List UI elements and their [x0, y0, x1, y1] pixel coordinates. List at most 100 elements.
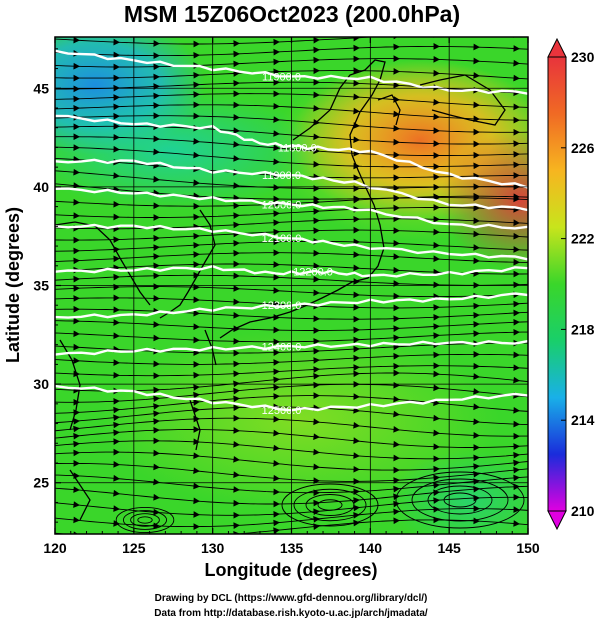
- streamline-arrow: [473, 57, 480, 65]
- streamline-arrow: [193, 179, 200, 187]
- streamline-arrow: [513, 300, 520, 308]
- streamline-arrow: [73, 168, 80, 176]
- x-tick-label: 120: [43, 540, 67, 556]
- streamline-arrow: [153, 321, 160, 328]
- streamline-arrow: [433, 414, 440, 422]
- streamline-arrow: [393, 215, 400, 223]
- streamline-arrow: [513, 420, 520, 428]
- streamline-arrow: [473, 257, 480, 265]
- streamline-arrow: [513, 140, 520, 147]
- streamline: [55, 331, 528, 343]
- streamline-arrow: [273, 38, 280, 46]
- streamline-arrow: [233, 285, 240, 292]
- streamline-arrow: [393, 227, 400, 234]
- streamline-arrow: [473, 230, 480, 238]
- streamline-arrow: [153, 102, 160, 109]
- streamline-swirl: [305, 494, 355, 516]
- colorbar-tick-label: 226: [571, 140, 595, 156]
- streamline-arrow: [313, 327, 320, 334]
- streamline-arrow: [233, 202, 240, 210]
- streamline-arrow: [273, 238, 280, 246]
- streamline-arrow: [113, 505, 120, 512]
- streamline-arrow: [353, 452, 360, 459]
- streamline-arrow: [513, 451, 520, 459]
- streamline-arrow: [473, 192, 480, 200]
- streamline-arrow: [313, 489, 320, 497]
- streamline-arrow: [233, 127, 240, 134]
- streamline-arrow: [513, 219, 520, 227]
- streamline-arrow: [233, 79, 240, 87]
- streamline-arrow: [113, 429, 120, 437]
- streamline-arrow: [113, 533, 114, 534]
- streamline-arrow: [273, 393, 280, 400]
- streamline-arrow: [473, 403, 480, 411]
- streamline-arrow: [513, 59, 520, 67]
- streamline-arrow: [233, 404, 240, 412]
- streamline-arrow: [73, 123, 80, 131]
- streamline-arrow: [193, 467, 200, 474]
- streamline-arrow: [153, 372, 160, 380]
- streamline-arrow: [73, 247, 80, 255]
- streamline-arrow: [73, 449, 80, 457]
- streamline-arrow: [153, 272, 160, 280]
- streamline-arrow: [273, 79, 280, 86]
- streamline-arrow: [113, 438, 120, 445]
- streamline-arrow: [473, 37, 475, 38]
- streamline-arrow: [273, 444, 280, 452]
- streamline-arrow: [73, 212, 80, 219]
- streamline-arrow: [473, 244, 480, 251]
- streamline-arrow: [393, 477, 400, 484]
- contour-label: 12000.0: [262, 200, 302, 212]
- streamline-arrow: [193, 438, 200, 446]
- streamline: [55, 218, 528, 230]
- streamline-arrow: [473, 320, 480, 328]
- streamline-arrow: [513, 459, 520, 467]
- streamline: [55, 320, 528, 331]
- streamline-arrow: [73, 317, 80, 325]
- streamline-arrow: [73, 516, 80, 524]
- streamline: [55, 308, 528, 320]
- x-tick-label: 130: [201, 540, 225, 556]
- streamline-arrow: [273, 210, 280, 217]
- streamline-arrow: [393, 280, 400, 287]
- streamline-swirl: [427, 485, 493, 515]
- streamline-arrow: [313, 56, 320, 64]
- streamline-arrow: [193, 309, 200, 317]
- streamline-arrow: [73, 357, 80, 364]
- streamline-arrow: [273, 273, 280, 281]
- streamline-arrow: [433, 399, 440, 407]
- streamline-arrow: [73, 425, 80, 433]
- streamline-arrow: [433, 140, 440, 147]
- streamline-arrow: [313, 46, 320, 54]
- streamline-swirl: [411, 478, 509, 522]
- temperature-cool-southeast: [390, 450, 528, 534]
- streamline-arrow: [73, 501, 80, 508]
- streamline-arrow: [193, 361, 200, 368]
- streamline-arrow: [353, 264, 360, 272]
- streamline-arrow: [153, 202, 160, 210]
- streamline-arrow: [393, 239, 400, 247]
- streamline-arrow: [273, 488, 280, 496]
- streamline-arrow: [473, 373, 480, 380]
- streamline-arrow: [73, 236, 80, 244]
- streamline-arrow: [353, 370, 360, 378]
- streamline-arrow: [353, 37, 360, 42]
- y-axis: 25 30 35 40 45: [33, 48, 61, 523]
- streamline-arrow: [273, 510, 280, 518]
- streamline-arrow: [513, 45, 520, 52]
- contour-label: 12400.0: [262, 342, 302, 354]
- streamline-swirl: [317, 499, 343, 511]
- streamline-arrow: [393, 315, 400, 323]
- streamline-arrow: [433, 443, 440, 451]
- streamline-arrow: [113, 414, 120, 421]
- streamline-arrow: [353, 315, 360, 323]
- streamline-arrow: [513, 172, 520, 179]
- streamline-arrow: [313, 366, 320, 373]
- streamline-arrow: [513, 309, 520, 317]
- streamline-arrow: [113, 306, 120, 314]
- streamline-swirl: [281, 483, 379, 527]
- streamline-arrow: [73, 198, 80, 206]
- streamline-arrow: [313, 133, 320, 141]
- streamline-arrow: [393, 110, 400, 118]
- streamline-arrow: [153, 262, 160, 270]
